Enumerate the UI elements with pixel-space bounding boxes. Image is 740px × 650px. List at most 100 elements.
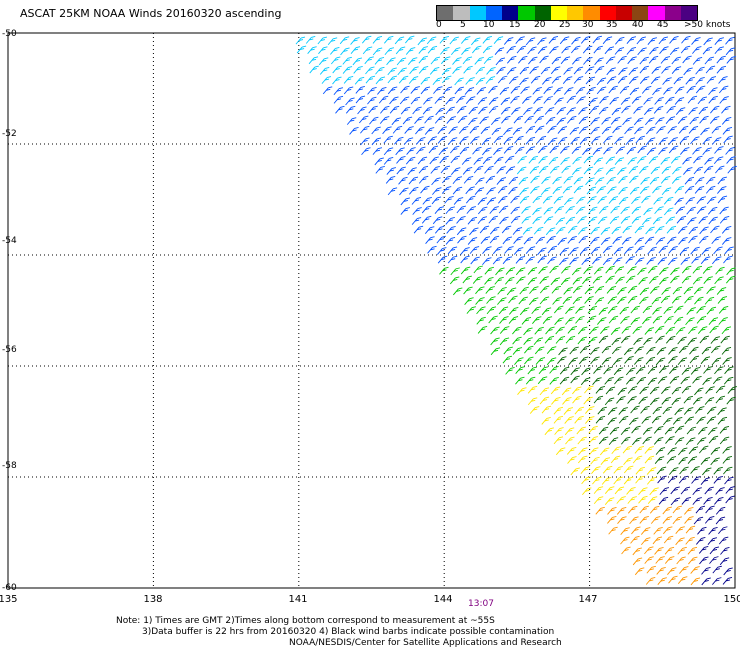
wind-barb xyxy=(646,346,656,355)
wind-barb xyxy=(607,305,618,314)
wind-barb xyxy=(550,386,561,395)
wind-barb xyxy=(696,416,706,425)
wind-barb xyxy=(548,156,559,165)
wind-barb xyxy=(508,186,518,195)
wind-barb xyxy=(683,286,694,295)
wind-barb xyxy=(555,447,566,456)
wind-barb xyxy=(447,255,458,264)
wind-barb xyxy=(407,167,417,175)
wind-barb xyxy=(600,326,610,335)
wind-barb xyxy=(523,107,533,116)
wind-barb xyxy=(525,37,536,46)
wind-barb xyxy=(708,216,718,225)
wind-barb xyxy=(722,577,733,585)
legend-swatch xyxy=(518,6,535,20)
wind-barb xyxy=(631,216,642,224)
wind-barb xyxy=(439,155,449,164)
wind-barb xyxy=(710,336,720,344)
wind-barb xyxy=(528,155,538,164)
wind-barb xyxy=(449,36,459,45)
legend-swatch xyxy=(534,6,551,20)
wind-barb xyxy=(653,436,664,445)
wind-barb xyxy=(678,456,688,465)
wind-barb xyxy=(429,156,439,165)
wind-barb xyxy=(708,87,718,96)
wind-barb xyxy=(552,297,562,305)
wind-barb xyxy=(492,256,503,265)
wind-barb xyxy=(702,377,712,386)
wind-barb xyxy=(671,386,682,395)
wind-barb xyxy=(408,176,419,185)
latitude-label: -56 xyxy=(2,345,17,355)
wind-barb xyxy=(607,507,617,515)
wind-barb xyxy=(608,437,619,446)
wind-barb xyxy=(545,326,555,335)
wind-barb xyxy=(688,446,699,455)
wind-barb xyxy=(385,175,396,184)
wind-barb xyxy=(692,497,702,505)
wind-barb xyxy=(624,126,634,135)
wind-barb xyxy=(562,397,572,405)
wind-barb xyxy=(460,36,471,44)
wind-barb xyxy=(400,207,410,215)
wind-barb xyxy=(531,306,541,315)
wind-barb xyxy=(708,95,718,104)
wind-barb xyxy=(567,235,577,244)
wind-barb xyxy=(718,76,728,84)
wind-barb xyxy=(673,316,684,325)
legend-label: 10 xyxy=(483,20,495,30)
wind-barb xyxy=(706,306,717,315)
wind-barb xyxy=(555,217,566,226)
wind-barb xyxy=(405,35,415,44)
wind-barb xyxy=(647,37,657,45)
wind-barb xyxy=(658,147,668,155)
wind-barb xyxy=(657,257,667,265)
wind-barb xyxy=(661,166,672,174)
wind-barb xyxy=(486,187,496,195)
wind-barb xyxy=(515,256,526,264)
wind-barb xyxy=(620,335,631,344)
wind-barb xyxy=(527,277,538,286)
wind-barb xyxy=(562,185,573,194)
wind-barb xyxy=(475,297,485,305)
wind-barb xyxy=(476,306,486,315)
wind-barb xyxy=(486,296,496,304)
wind-barb xyxy=(332,76,342,85)
wind-barb xyxy=(644,455,655,464)
wind-barb xyxy=(537,37,547,46)
wind-barb xyxy=(623,347,634,356)
wind-barb xyxy=(646,565,656,574)
wind-barb xyxy=(549,46,559,54)
wind-barb xyxy=(635,135,645,144)
wind-barb xyxy=(437,126,447,135)
wind-barb xyxy=(470,256,480,265)
wind-barb xyxy=(675,107,686,115)
wind-barb xyxy=(691,256,701,264)
wind-barb xyxy=(342,66,353,74)
wind-barb xyxy=(706,76,717,84)
wind-barb xyxy=(644,446,654,454)
wind-barb xyxy=(605,156,616,165)
wind-barb xyxy=(640,405,650,414)
wind-barb xyxy=(477,216,488,225)
wind-barb xyxy=(595,506,605,515)
wind-barb xyxy=(644,546,654,555)
wind-barb xyxy=(678,125,689,134)
wind-barb xyxy=(704,157,714,165)
wind-barb xyxy=(727,165,737,174)
wind-barb xyxy=(726,396,736,405)
wind-barb xyxy=(619,306,629,315)
wind-barb xyxy=(663,535,674,544)
wind-barb xyxy=(660,156,670,165)
wind-barb xyxy=(579,246,590,255)
wind-barb xyxy=(637,47,647,56)
wind-barb xyxy=(620,216,631,224)
wind-barb xyxy=(700,356,711,365)
wind-barb xyxy=(437,255,448,264)
wind-barb xyxy=(547,125,557,134)
wind-barb xyxy=(571,146,582,155)
wind-barb xyxy=(658,137,668,145)
wind-barb xyxy=(561,387,572,396)
wind-barb xyxy=(649,487,659,496)
wind-barb xyxy=(499,87,510,95)
